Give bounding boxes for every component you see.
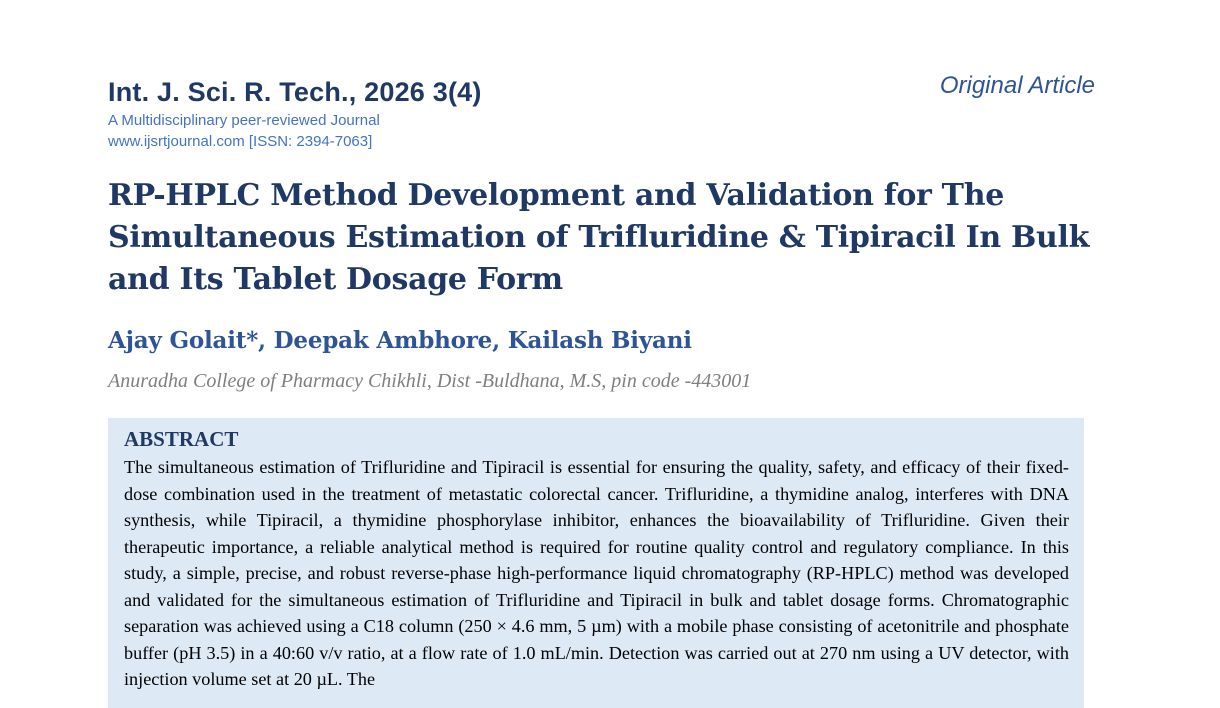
journal-header: Int. J. Sci. R. Tech., 2026 3(4) A Multi… [108, 74, 482, 152]
journal-title: Int. J. Sci. R. Tech., 2026 3(4) [108, 77, 482, 107]
author-list: Ajay Golait*, Deepak Ambhore, Kailash Bi… [108, 327, 692, 354]
author-affiliation: Anuradha College of Pharmacy Chikhli, Di… [108, 370, 752, 392]
journal-website: www.ijsrtjournal.com [ISSN: 2394-7063] [108, 133, 373, 150]
abstract-section: ABSTRACT The simultaneous estimation of … [108, 418, 1084, 708]
paper-title: RP-HPLC Method Development and Validatio… [108, 178, 1090, 297]
abstract-text: The simultaneous estimation of Triflurid… [124, 457, 1069, 689]
abstract-heading: ABSTRACT [124, 427, 239, 451]
article-type-label: Original Article [939, 72, 1095, 99]
journal-tagline: A Multidisciplinary peer-reviewed Journa… [108, 112, 380, 129]
